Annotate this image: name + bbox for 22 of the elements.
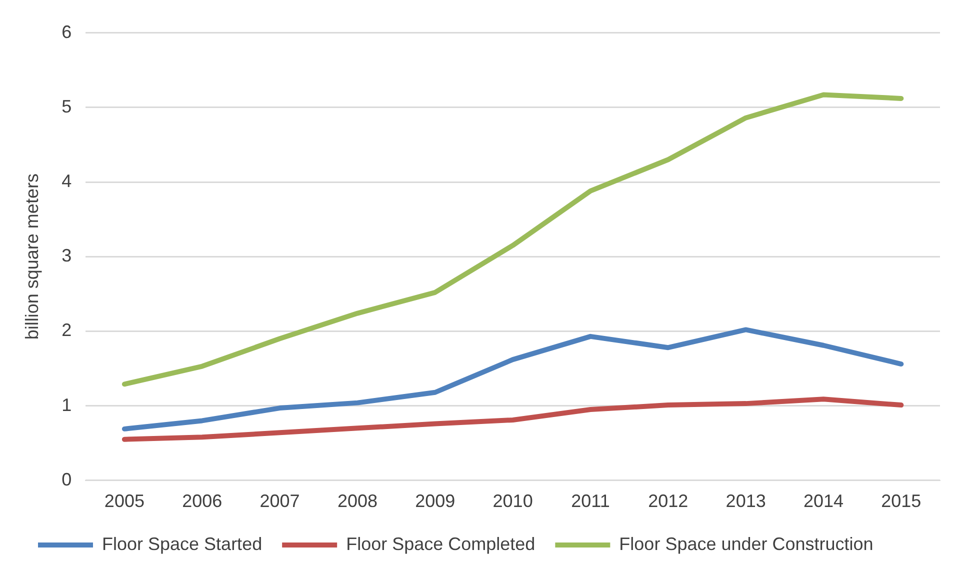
legend-label: Floor Space Completed bbox=[346, 534, 536, 554]
x-tick-label: 2006 bbox=[182, 491, 222, 512]
x-tick-label: 2012 bbox=[648, 491, 688, 512]
legend-label: Floor Space under Construction bbox=[619, 534, 874, 554]
legend-label: Floor Space Started bbox=[102, 534, 262, 554]
x-tick-label: 2010 bbox=[492, 491, 533, 512]
x-tick-label: 2007 bbox=[260, 491, 300, 512]
y-tick-label: 4 bbox=[62, 170, 72, 191]
x-tick-label: 2011 bbox=[571, 491, 610, 512]
y-tick-label: 2 bbox=[62, 320, 72, 340]
x-tick-label: 2013 bbox=[726, 491, 766, 512]
x-tick-label: 2014 bbox=[803, 491, 844, 512]
x-tick-label: 2015 bbox=[881, 491, 922, 512]
y-tick-label: 5 bbox=[62, 96, 72, 116]
x-tick-label: 2005 bbox=[104, 491, 144, 512]
x-tick-label: 2009 bbox=[415, 491, 456, 512]
y-tick-label: 1 bbox=[62, 394, 72, 415]
y-tick-label: 6 bbox=[62, 22, 72, 42]
y-tick-label: 3 bbox=[62, 246, 72, 266]
y-tick-label: 0 bbox=[62, 469, 72, 490]
x-tick-label: 2008 bbox=[337, 491, 378, 512]
y-axis-title: billion square meters bbox=[22, 174, 42, 340]
